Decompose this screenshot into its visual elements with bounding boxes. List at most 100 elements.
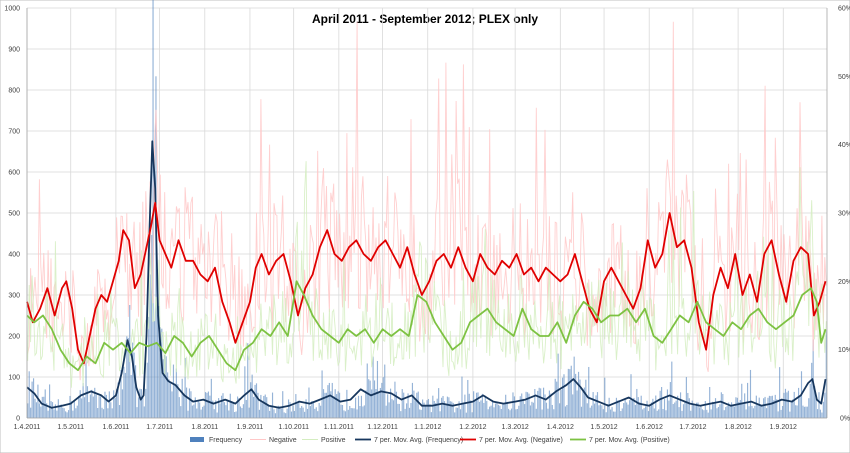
frequency-bar <box>583 387 585 418</box>
frequency-bar <box>663 398 666 418</box>
frequency-bar <box>136 407 138 418</box>
frequency-bar <box>318 402 320 418</box>
frequency-bar <box>815 398 817 418</box>
frequency-bar <box>355 397 357 418</box>
frequency-bar <box>509 410 511 418</box>
frequency-bar <box>717 406 720 418</box>
frequency-bar <box>521 393 523 418</box>
frequency-bar <box>54 404 56 418</box>
frequency-bar <box>449 401 451 418</box>
frequency-bar <box>321 370 323 418</box>
frequency-bar <box>397 403 399 418</box>
frequency-bar <box>748 406 750 418</box>
frequency-bar <box>544 394 546 418</box>
frequency-bar <box>296 403 298 418</box>
frequency-bar <box>658 409 660 418</box>
frequency-bar <box>618 402 620 418</box>
frequency-bar <box>486 400 488 418</box>
frequency-bar <box>404 408 406 418</box>
frequency-bar <box>484 395 486 418</box>
frequency-bar <box>218 398 220 418</box>
frequency-bar <box>314 408 316 418</box>
frequency-bar <box>728 402 730 418</box>
frequency-bar <box>373 380 376 418</box>
frequency-bar <box>372 356 374 418</box>
frequency-bar <box>542 387 545 418</box>
frequency-bar <box>515 409 517 418</box>
frequency-bar <box>637 397 639 418</box>
frequency-bar <box>165 356 167 418</box>
frequency-bar <box>56 410 58 418</box>
frequency-bar <box>85 359 87 418</box>
frequency-bar <box>557 353 559 418</box>
frequency-bar <box>771 395 773 418</box>
frequency-bar <box>799 395 801 418</box>
frequency-bar <box>343 410 345 418</box>
frequency-bar <box>63 408 65 418</box>
frequency-bar <box>481 393 483 418</box>
frequency-bar <box>324 392 326 418</box>
frequency-bar <box>503 404 505 418</box>
frequency-bar <box>371 389 373 418</box>
frequency-bar <box>588 366 590 418</box>
frequency-bar <box>311 401 313 418</box>
legend-label: 7 per. Mov. Avg. (Frequency) <box>374 437 463 444</box>
frequency-bar <box>556 381 558 418</box>
frequency-bar <box>681 410 683 418</box>
frequency-bar <box>458 401 460 418</box>
legend-label: 7 per. Mov. Avg. (Positive) <box>589 437 670 444</box>
frequency-bar <box>322 389 325 418</box>
legend-label: Frequency <box>209 437 243 444</box>
frequency-bar <box>32 378 35 418</box>
frequency-bar <box>465 412 467 418</box>
frequency-bar <box>258 409 261 418</box>
frequency-bar <box>730 402 733 418</box>
frequency-bar <box>130 374 132 418</box>
y-right-tick-label: 50% <box>838 74 850 81</box>
frequency-bar <box>411 382 414 418</box>
frequency-bar <box>661 387 663 418</box>
frequency-bar <box>564 406 567 418</box>
frequency-bar <box>725 407 727 418</box>
frequency-bar <box>222 393 224 418</box>
frequency-bar <box>741 383 743 418</box>
frequency-bar <box>524 404 526 418</box>
frequency-bar <box>248 407 250 418</box>
frequency-bar <box>706 409 708 418</box>
frequency-bar <box>114 398 116 418</box>
frequency-bar <box>325 392 328 418</box>
frequency-bar <box>238 398 240 418</box>
frequency-bar <box>191 405 193 418</box>
frequency-bar <box>675 400 677 418</box>
frequency-bar <box>787 390 789 418</box>
frequency-bar <box>722 393 724 418</box>
frequency-bar <box>494 403 497 418</box>
frequency-bar <box>164 354 166 418</box>
frequency-bar <box>510 408 513 418</box>
frequency-bar <box>196 408 198 418</box>
frequency-bar <box>528 393 530 418</box>
frequency-bar <box>566 405 568 418</box>
frequency-bar <box>234 412 236 418</box>
frequency-bar <box>593 403 596 418</box>
frequency-bar <box>365 390 367 418</box>
frequency-bar <box>270 405 272 418</box>
frequency-bar <box>560 390 562 418</box>
frequency-bar <box>172 364 175 418</box>
frequency-bar <box>353 408 355 418</box>
frequency-bar <box>184 357 186 418</box>
frequency-bar <box>359 406 361 418</box>
frequency-bar <box>352 408 354 418</box>
x-tick-label: 1.3.2012 <box>502 424 529 431</box>
frequency-bar <box>302 407 304 418</box>
frequency-bar <box>333 396 335 418</box>
frequency-bar <box>553 409 555 418</box>
frequency-bar <box>152 0 154 418</box>
frequency-bar <box>591 405 593 418</box>
frequency-bar <box>467 379 469 418</box>
frequency-bar <box>563 374 565 418</box>
frequency-bar <box>575 373 577 418</box>
frequency-bar <box>490 405 492 418</box>
frequency-bar <box>306 408 309 418</box>
frequency-bar <box>446 396 448 418</box>
